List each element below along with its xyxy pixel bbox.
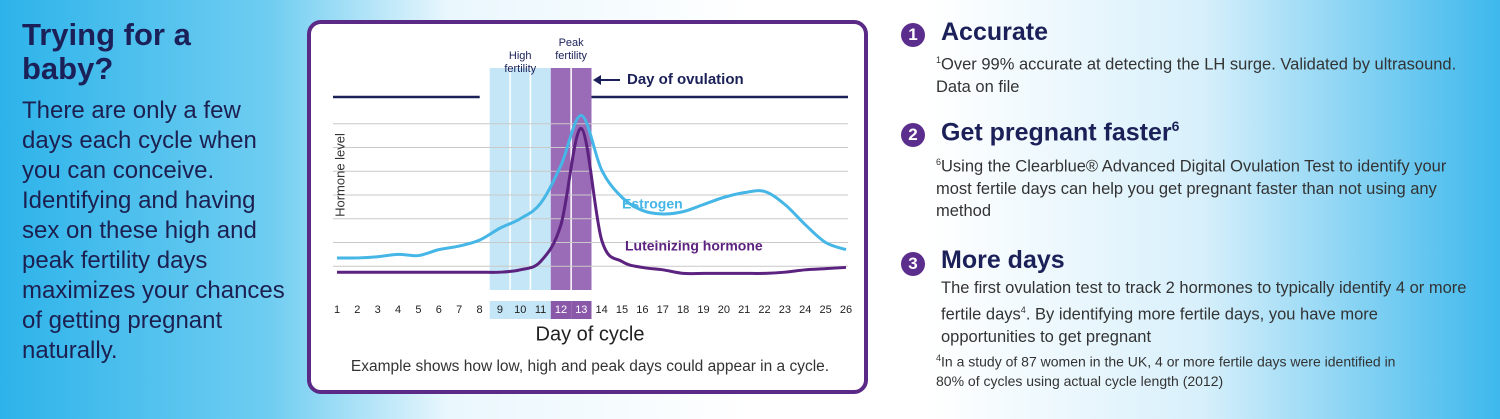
left-body: There are only a few days each cycle whe…: [22, 97, 285, 364]
x-axis-label: Day of cycle: [536, 323, 645, 345]
caption: Example shows how low, high and peak day…: [351, 358, 829, 375]
footnote: 4In a study of 87 women in the UK, 4 or …: [936, 349, 1416, 391]
item-body: 1Over 99% accurate at detecting the LH s…: [936, 49, 1466, 98]
item-text: . By identifying more fertile days, you …: [941, 305, 1378, 346]
y-axis-label: Hormone level: [332, 133, 347, 217]
x-tick-label: 12: [555, 304, 567, 316]
tick-box: [530, 301, 551, 319]
legend-label: Estrogen: [622, 196, 683, 212]
x-tick-label: 2: [354, 304, 360, 316]
x-tick-label: 6: [436, 304, 442, 316]
high-label: High fertility: [504, 50, 536, 75]
note-marker: 6: [936, 157, 942, 167]
x-tick-label: 25: [820, 304, 832, 316]
x-tick-label: 1: [334, 304, 340, 316]
note-marker: 1: [936, 55, 942, 65]
title-sup: 6: [1171, 118, 1180, 134]
item-text: The first ovulation test to track 2 horm…: [941, 279, 1467, 324]
item-body: The first ovulation test to track 2 horm…: [941, 277, 1471, 348]
footnote-text: In a study of 87 women in the UK, 4 or m…: [936, 353, 1396, 389]
series-line: [336, 113, 847, 260]
x-tick-label: 23: [779, 304, 791, 316]
item-title: Get pregnant faster6: [941, 118, 1179, 147]
legend-label: Luteinizing hormone: [625, 238, 763, 254]
item-title: More days: [941, 246, 1065, 274]
left-title: Trying for a baby?: [22, 17, 191, 86]
high-band: [489, 68, 551, 290]
x-tick-label: 15: [616, 304, 628, 316]
x-tick-label: 19: [697, 304, 709, 316]
x-tick-label: 3: [375, 304, 381, 316]
footnote-marker: 4: [936, 353, 942, 363]
x-tick-label: 10: [514, 304, 526, 316]
x-tick-label: 22: [758, 304, 770, 316]
series-line: [337, 126, 847, 276]
x-tick-label: 7: [456, 304, 462, 316]
x-tick-label: 4: [395, 304, 401, 316]
x-tick-label: 17: [657, 304, 669, 316]
x-tick-label: 14: [596, 304, 608, 316]
tick-box: [489, 301, 511, 319]
x-tick-label: 18: [677, 304, 689, 316]
x-tick-label: 5: [415, 304, 421, 316]
item-text: Over 99% accurate at detecting the LH su…: [936, 55, 1457, 96]
item-text: Using the Clearblue® Advanced Digital Ov…: [936, 157, 1447, 220]
arrow-head: [593, 75, 601, 85]
x-tick-label: 9: [497, 304, 503, 316]
x-tick-label: 8: [476, 304, 482, 316]
x-tick-label: 13: [575, 304, 587, 316]
ovulation-label: Day of ovulation: [627, 71, 744, 88]
x-tick-label: 24: [799, 304, 811, 316]
item-number: 1: [901, 23, 925, 47]
peak-label: Peak fertility: [555, 37, 587, 62]
item-title-text: Get pregnant faster: [941, 118, 1172, 147]
item-number: 2: [901, 123, 925, 147]
x-tick-label: 26: [840, 304, 852, 316]
x-tick-label: 20: [718, 304, 730, 316]
tick-box: [510, 301, 531, 319]
item-number: 3: [901, 252, 925, 276]
tick-box: [550, 301, 572, 319]
item-body: 6Using the Clearblue® Advanced Digital O…: [936, 151, 1466, 222]
tick-box: [571, 301, 592, 319]
x-tick-label: 21: [738, 304, 750, 316]
item-title: Accurate: [941, 18, 1048, 46]
x-tick-label: 11: [535, 304, 546, 316]
x-tick-label: 16: [636, 304, 648, 316]
body-sup: 4: [1020, 305, 1026, 315]
